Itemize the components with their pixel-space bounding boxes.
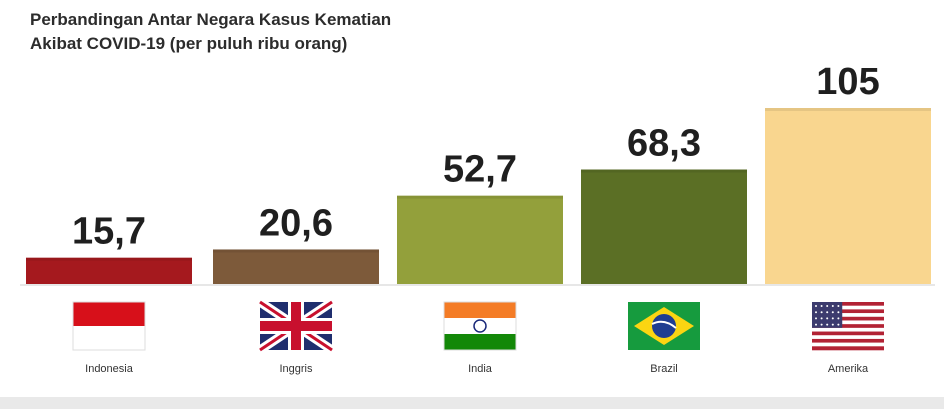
- bar: [581, 169, 747, 284]
- bar-top-edge: [213, 249, 379, 253]
- flag-cross: [260, 321, 332, 331]
- flag-stripe: [812, 324, 884, 329]
- bar-top-edge: [765, 108, 931, 111]
- value-label: 52,7: [443, 149, 517, 191]
- flag-stripe: [812, 316, 884, 321]
- flag-stripe: [812, 331, 884, 336]
- chart-title: Perbandingan Antar Negara Kasus Kematian…: [30, 8, 550, 56]
- bar-group: 15,7 Indonesia: [26, 211, 192, 375]
- flag-band: [651, 320, 677, 329]
- flag-star: [831, 323, 834, 326]
- flag-star: [820, 323, 823, 326]
- flag-stripe: [812, 335, 884, 340]
- flag-stripe: [73, 302, 145, 326]
- flag-globe: [652, 314, 676, 338]
- flag-indonesia-icon: [72, 301, 146, 351]
- flag-star: [826, 317, 829, 320]
- bar-group: 105 Amerika: [765, 61, 931, 375]
- value-label: 68,3: [627, 123, 701, 165]
- flag-stripe: [812, 305, 884, 310]
- flag-india-icon: [443, 301, 517, 351]
- bar-chart: 15,7 Indonesia 20,6 Inggris 52,7 India 68,3 Bra…: [20, 61, 935, 375]
- bar-top-edge: [26, 257, 192, 261]
- flag-star: [815, 311, 817, 314]
- flag-usa-icon: [812, 302, 884, 351]
- flag-stripe: [812, 320, 884, 325]
- flag-stripe: [812, 338, 884, 343]
- flag-star: [815, 323, 817, 326]
- flag-stripe: [812, 342, 884, 347]
- flag-chakra: [473, 319, 487, 333]
- flag-border: [443, 301, 517, 351]
- bar: [213, 249, 379, 284]
- chart-title-line-2: Akibat COVID-19 (per puluh ribu orang): [30, 34, 348, 53]
- flag-stripe: [444, 334, 516, 350]
- value-label: 105: [816, 61, 879, 103]
- flag-star: [826, 323, 829, 326]
- bar-top-edge: [581, 169, 747, 173]
- flag-border: [72, 301, 146, 351]
- flag-stripe: [73, 326, 145, 350]
- bar: [765, 108, 931, 284]
- category-label: Amerika: [828, 363, 869, 375]
- flag-star: [815, 317, 817, 320]
- chart-title-line-1: Perbandingan Antar Negara Kasus Kematian: [30, 10, 392, 29]
- bottom-divider: [0, 397, 944, 409]
- flag-star: [837, 323, 840, 326]
- flag-star: [815, 305, 817, 307]
- bar: [397, 195, 563, 284]
- category-label: Inggris: [279, 363, 313, 375]
- flag-stripe: [444, 302, 516, 318]
- flag-star: [837, 311, 840, 314]
- flag-star: [831, 305, 834, 307]
- value-label: 20,6: [259, 202, 333, 244]
- bar-group: 52,7 India: [397, 149, 563, 375]
- flag-star: [826, 311, 829, 314]
- flag-star: [837, 317, 840, 320]
- flag-star: [831, 317, 834, 320]
- flag-stripe: [444, 318, 516, 334]
- flag-star: [820, 317, 823, 320]
- category-label: India: [468, 363, 493, 375]
- flag-brazil-icon: [628, 302, 700, 350]
- flag-stripe: [812, 346, 884, 351]
- bar: [26, 257, 192, 284]
- value-label: 15,7: [72, 211, 146, 253]
- category-label: Brazil: [650, 363, 678, 375]
- bar-group: 68,3 Brazil: [581, 123, 747, 375]
- flag-star: [837, 305, 840, 307]
- flag-star: [831, 311, 834, 314]
- flag-uk-icon: [257, 298, 335, 354]
- flag-star: [820, 305, 823, 307]
- bar-group: 20,6 Inggris: [213, 202, 379, 375]
- flag-stripe: [812, 302, 884, 306]
- flag-star: [820, 311, 823, 314]
- flag-stripe: [812, 327, 884, 332]
- flag-star: [826, 305, 829, 307]
- bar-top-edge: [397, 195, 563, 199]
- category-label: Indonesia: [85, 363, 134, 375]
- flag-stripe: [812, 313, 884, 318]
- flag-stripe: [812, 309, 884, 314]
